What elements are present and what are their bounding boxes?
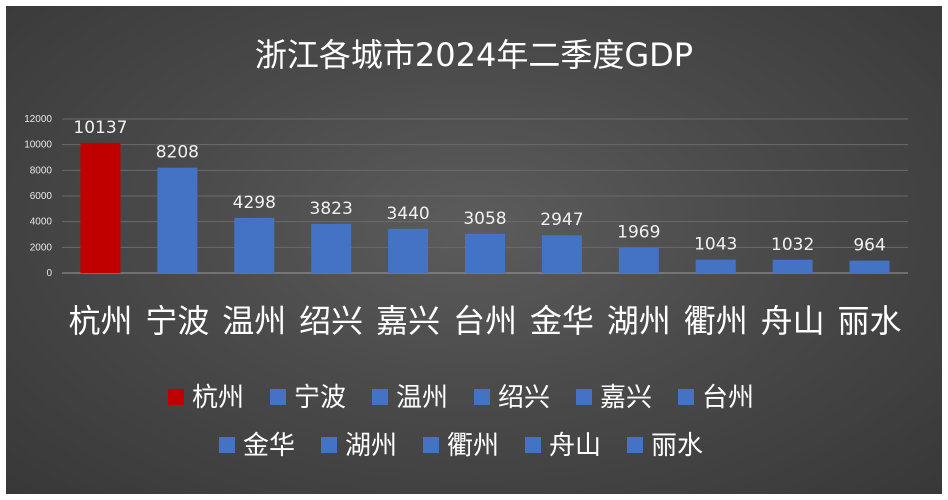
legend-label: 温州 <box>396 383 448 413</box>
x-tick-label: 宁波 <box>145 302 209 340</box>
legend-swatch <box>321 437 337 453</box>
data-label: 1032 <box>771 235 814 255</box>
legend-swatch <box>474 389 490 405</box>
legend-swatch <box>423 437 439 453</box>
x-tick-label: 嘉兴 <box>376 302 440 340</box>
bar <box>695 259 736 273</box>
x-axis-labels: 杭州 宁波 温州 绍兴 嘉兴 台州 金华 湖州 衢州 舟山 丽水 <box>68 302 901 340</box>
x-tick-label: 金华 <box>530 302 594 340</box>
data-label: 1043 <box>694 235 737 255</box>
x-tick-label: 杭州 <box>68 302 132 340</box>
legend-swatch <box>627 437 643 453</box>
legend-label: 丽水 <box>651 431 703 461</box>
data-labels: 10137 8208 4298 3823 3440 3058 2947 1969 1043 103… <box>73 118 885 256</box>
legend-label: 绍兴 <box>498 383 550 413</box>
bar <box>157 167 198 273</box>
legend-swatch <box>576 389 592 405</box>
y-tick-label: 6000 <box>30 191 53 202</box>
legend-label: 嘉兴 <box>600 383 652 413</box>
legend-swatch <box>270 389 286 405</box>
y-axis-ticks: 0 2000 4000 6000 8000 10000 12000 <box>24 114 52 279</box>
x-tick-label: 温州 <box>222 302 286 340</box>
legend-label: 衢州 <box>447 431 499 461</box>
legend-swatch <box>525 437 541 453</box>
bar <box>849 260 890 273</box>
x-tick-label: 舟山 <box>761 302 825 340</box>
legend-label: 湖州 <box>345 431 397 461</box>
x-tick-label: 湖州 <box>607 302 671 340</box>
data-label: 2947 <box>540 210 583 230</box>
bar <box>618 247 659 273</box>
y-tick-label: 10000 <box>24 140 52 151</box>
legend-label: 金华 <box>243 431 295 461</box>
bar <box>234 217 275 273</box>
legend-label: 台州 <box>702 383 754 413</box>
bars <box>80 142 890 273</box>
legend-swatch <box>678 389 694 405</box>
legend-swatch <box>219 437 235 453</box>
x-tick-label: 衢州 <box>684 302 748 340</box>
x-tick-label: 绍兴 <box>299 302 363 340</box>
data-label: 8208 <box>156 143 199 163</box>
y-tick-label: 4000 <box>30 217 53 228</box>
y-tick-label: 12000 <box>24 114 52 125</box>
bar <box>541 235 582 273</box>
data-label: 1969 <box>617 223 660 243</box>
bar <box>311 223 352 273</box>
bar <box>772 259 813 273</box>
data-label: 3058 <box>463 209 506 229</box>
data-label: 964 <box>853 236 885 256</box>
chart-title: 浙江各城市2024年二季度GDP <box>255 36 693 74</box>
legend-swatch <box>168 389 184 405</box>
x-tick-label: 丽水 <box>838 302 902 340</box>
bar-chart: 浙江各城市2024年二季度GDP 0 2000 4000 6000 8000 10000 1… <box>24 36 908 461</box>
x-tick-label: 台州 <box>453 302 517 340</box>
data-label: 3440 <box>386 204 429 224</box>
legend-swatch <box>372 389 388 405</box>
bar <box>80 142 121 273</box>
data-label: 3823 <box>310 199 353 219</box>
data-label: 10137 <box>73 118 127 138</box>
bar <box>388 228 429 273</box>
y-tick-label: 0 <box>46 268 52 279</box>
chart-frame: 浙江各城市2024年二季度GDP 0 2000 4000 6000 8000 10000 1… <box>6 6 942 494</box>
y-tick-label: 2000 <box>30 242 53 253</box>
legend-label: 宁波 <box>294 383 346 413</box>
legend-label: 舟山 <box>549 431 601 461</box>
data-label: 4298 <box>233 193 276 213</box>
gridlines <box>62 118 908 274</box>
bar <box>465 233 505 273</box>
legend-label: 杭州 <box>192 383 244 413</box>
y-tick-label: 8000 <box>30 165 53 176</box>
